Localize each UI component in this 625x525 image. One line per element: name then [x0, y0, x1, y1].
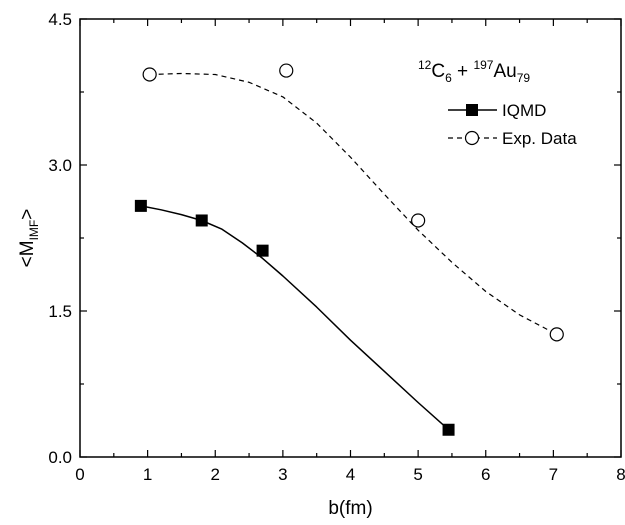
series-line-iqmd: [140, 205, 450, 431]
exp-data-point: [411, 213, 426, 228]
y-axis-label: <MIMF>: [17, 209, 41, 268]
legend-marker-exp: [464, 130, 480, 146]
y-axis-label-sub: IMF: [27, 220, 41, 241]
annotation-element-1: C: [431, 61, 445, 82]
y-tick-label: 3.0: [48, 156, 72, 175]
annotation-sup-2: 197: [473, 58, 493, 72]
exp-data-point: [279, 63, 294, 78]
iqmd-point: [256, 244, 269, 257]
y-tick-label: 1.5: [48, 302, 72, 321]
annotation-sub-2: 79: [517, 71, 531, 85]
iqmd-point: [134, 199, 147, 212]
x-tick-label: 6: [481, 465, 490, 484]
axis-ticks: [79, 18, 622, 458]
x-tick-label: 1: [143, 465, 152, 484]
y-axis-label-main: <M: [17, 240, 38, 267]
x-tick-label: 2: [211, 465, 220, 484]
x-tick-label: 4: [346, 465, 355, 484]
x-tick-label: 8: [616, 465, 625, 484]
legend-label-exp: Exp. Data: [502, 129, 577, 148]
iqmd-point: [195, 214, 208, 227]
x-axis-label: b(fm): [328, 498, 372, 519]
annotation-plus: +: [452, 61, 474, 82]
annotation-element-2: Au: [493, 61, 516, 82]
y-tick-label: 4.5: [48, 10, 72, 29]
y-tick-label: 0.0: [48, 448, 72, 467]
exp-data-point: [142, 67, 157, 82]
x-tick-labels: 0 1 2 3 4 5 6 7 8: [75, 465, 625, 484]
plot-frame: [79, 18, 622, 458]
x-tick-label: 5: [413, 465, 422, 484]
exp-data-point: [549, 327, 564, 342]
annotation-sup-1: 12: [418, 58, 432, 72]
x-tick-label: 0: [75, 465, 84, 484]
series-line-exp: [149, 72, 558, 335]
reaction-annotation: 12C6 + 197Au79: [418, 58, 530, 85]
iqmd-point: [442, 423, 455, 436]
x-tick-label: 7: [549, 465, 558, 484]
y-tick-labels: 0.0 1.5 3.0 4.5: [48, 10, 72, 467]
series-layer: [134, 63, 564, 436]
annotation-sub-1: 6: [445, 71, 452, 85]
y-axis-label-close: >: [17, 209, 38, 220]
legend-marker-iqmd: [466, 104, 478, 116]
legend: IQMD Exp. Data: [448, 101, 577, 148]
x-tick-label: 3: [278, 465, 287, 484]
legend-label-iqmd: IQMD: [502, 101, 546, 120]
